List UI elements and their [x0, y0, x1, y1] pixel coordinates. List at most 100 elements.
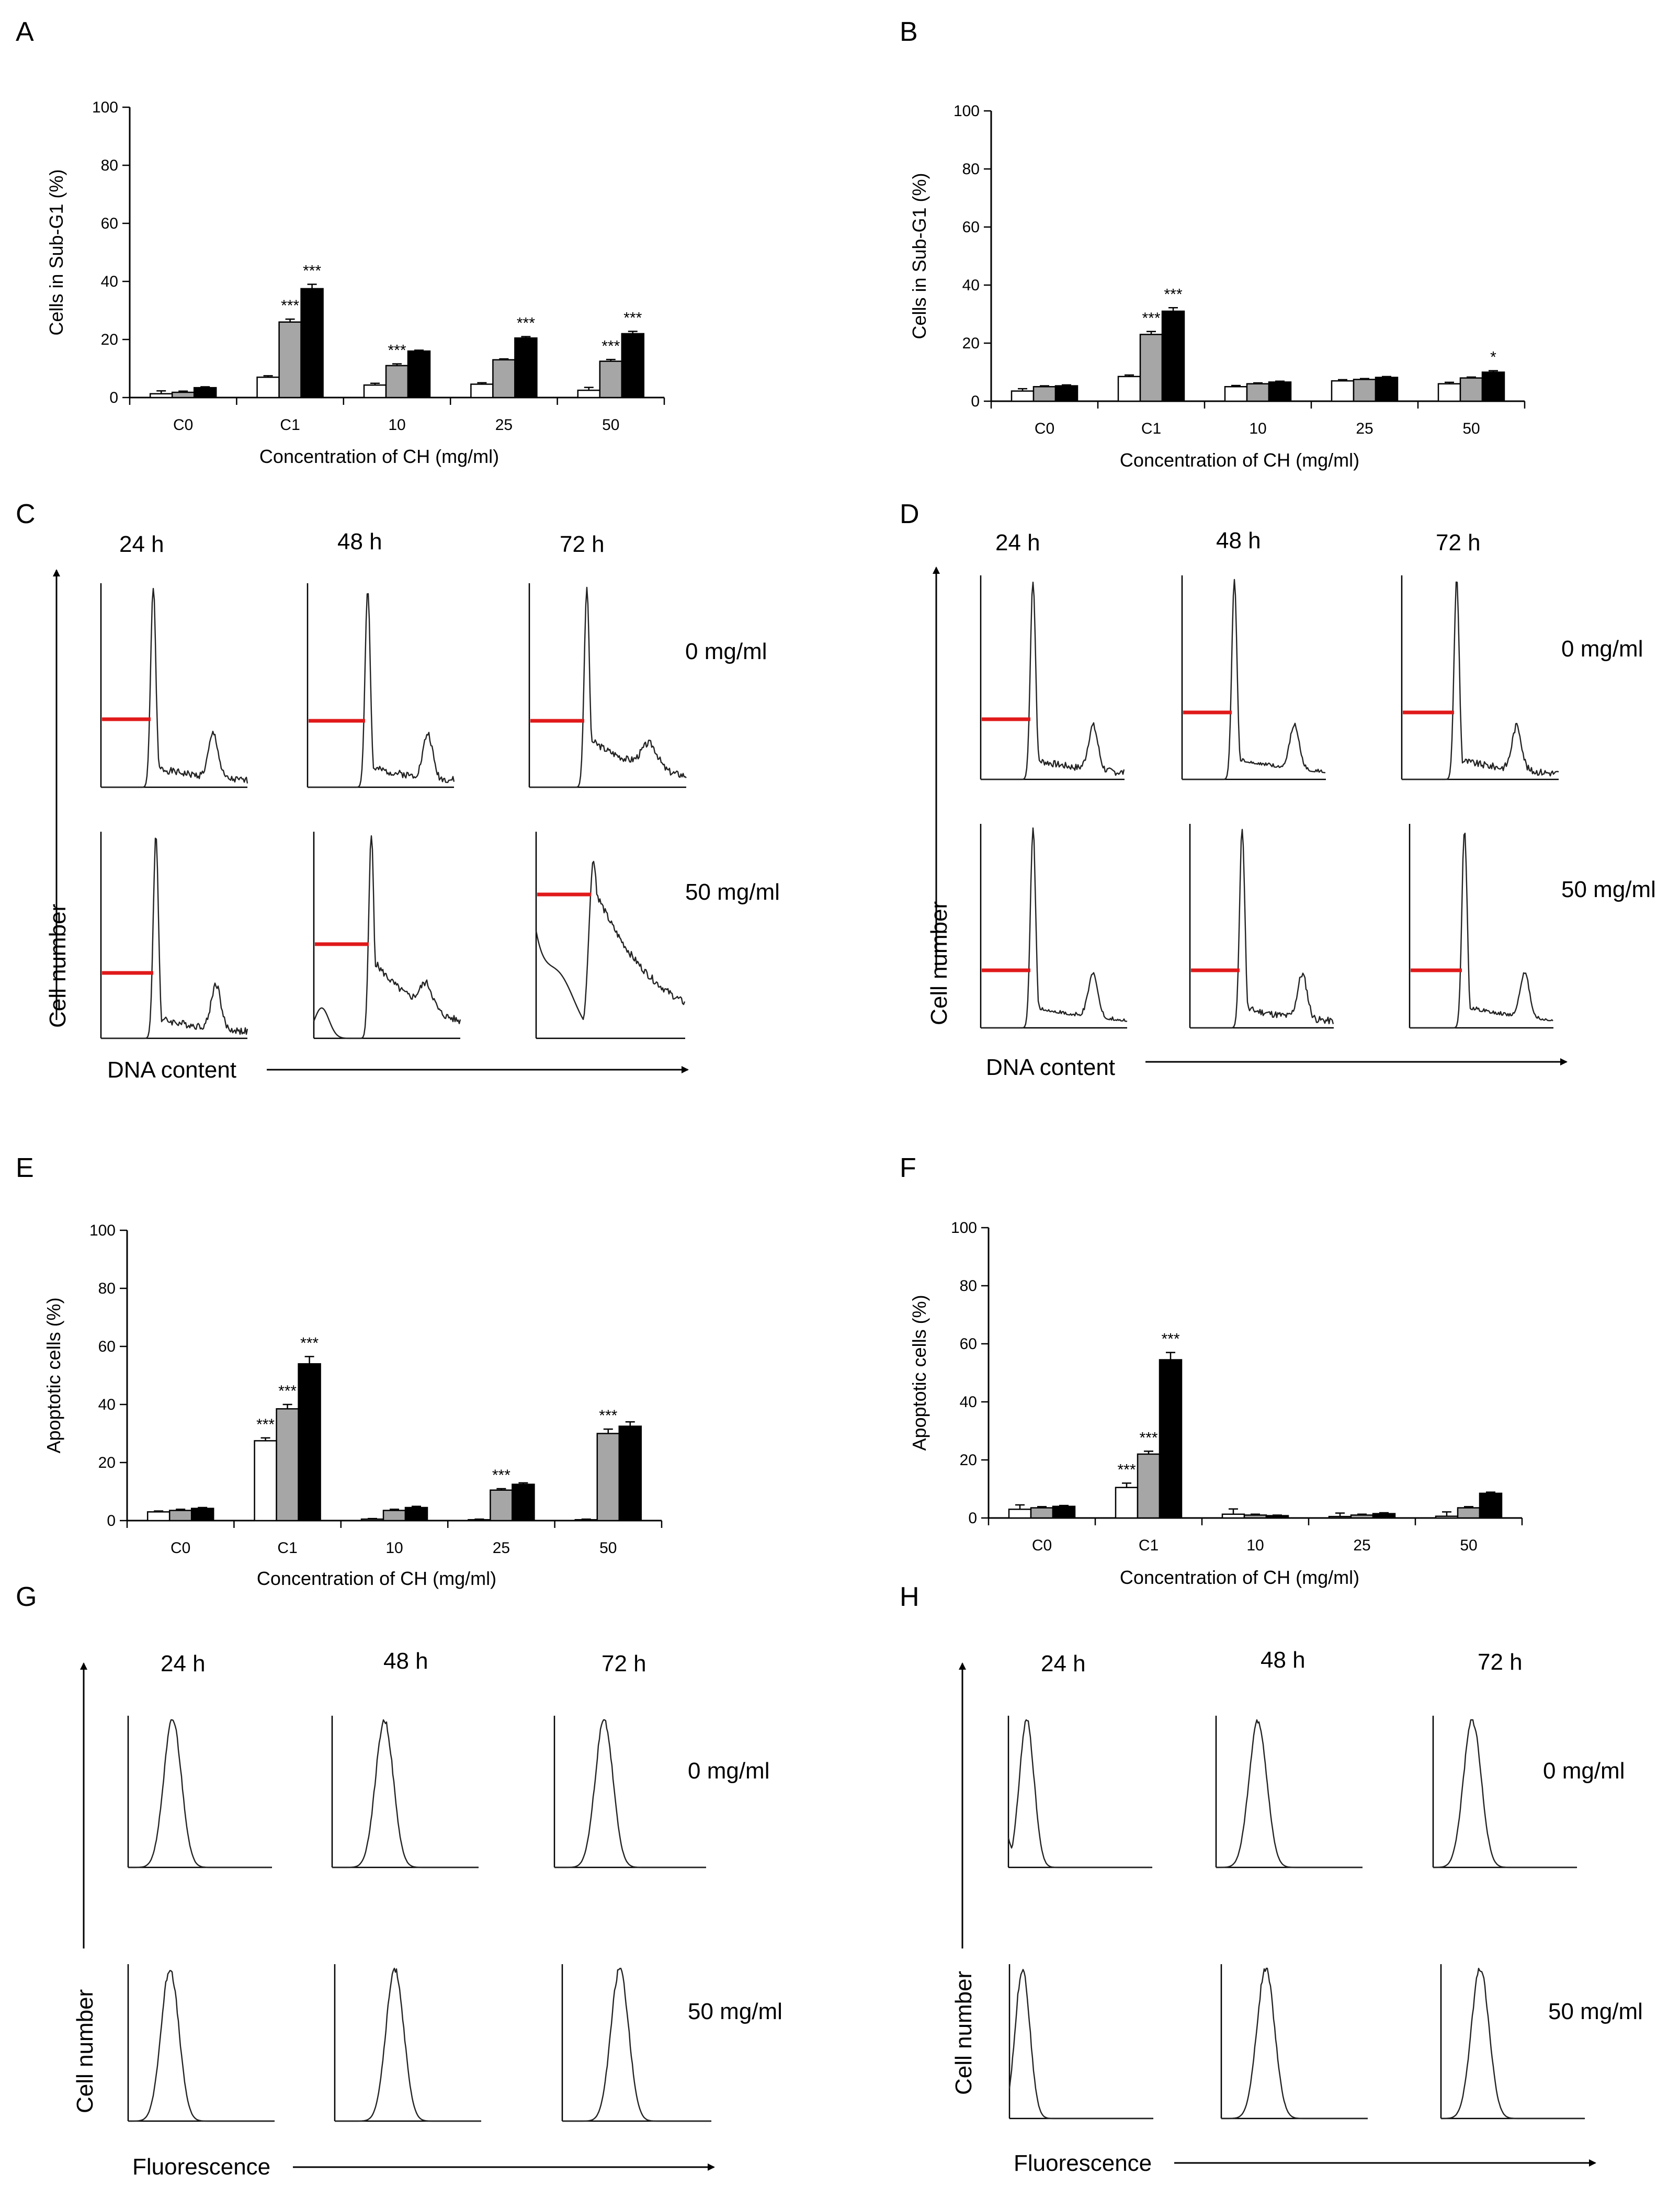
bar	[1054, 385, 1079, 402]
bar	[1161, 310, 1185, 402]
fluorescence-histogram	[331, 1716, 479, 1868]
y-axis-title: Apoptotic cells (%)	[909, 1295, 930, 1451]
dna-histogram	[980, 575, 1125, 780]
bar	[1481, 371, 1505, 402]
x-tick-label: 25	[1356, 420, 1373, 437]
histogram-panel-c: 24 h 48 h 72 h 0 mg/ml 50 mg/ml Cell num…	[45, 529, 780, 1083]
hist-curve	[1433, 1719, 1576, 1868]
y-axis-title: Cells in Sub-G1 (%)	[46, 169, 67, 335]
significance-label: ***	[623, 309, 642, 326]
time-label-72h: 72 h	[560, 531, 605, 557]
time-label-24h: 24 h	[1041, 1651, 1086, 1676]
bar	[168, 1510, 192, 1522]
hist-curve	[128, 1969, 275, 2122]
significance-label: ***	[1161, 1331, 1179, 1348]
hist-curve	[128, 1719, 271, 1868]
panel-letter-h: H	[900, 1582, 920, 1612]
bar	[514, 337, 538, 399]
y-axis-title: Cell number	[72, 1989, 98, 2113]
dna-histogram	[535, 832, 686, 1039]
y-tick-label: 40	[962, 277, 980, 294]
bar	[574, 1519, 598, 1522]
bar	[492, 359, 516, 399]
bar	[1435, 1515, 1459, 1519]
dna-histogram	[1409, 824, 1553, 1029]
bar	[596, 1433, 620, 1522]
fluorescence-histogram	[1008, 1964, 1153, 2120]
x-tick-label: C1	[1139, 1537, 1159, 1554]
bar	[1115, 1487, 1139, 1519]
bar	[146, 1511, 171, 1522]
significance-label: ***	[278, 1383, 297, 1400]
x-axis-title: Fluorescence	[1014, 2150, 1152, 2176]
bar	[599, 360, 623, 399]
hist-curve	[1402, 581, 1559, 780]
significance-label: *	[1490, 349, 1496, 366]
bar	[1328, 1515, 1352, 1519]
hist-curve	[313, 835, 461, 1039]
hist-curve	[1008, 1968, 1153, 2120]
hist-curve	[101, 837, 248, 1039]
panel-letter-g: G	[16, 1582, 37, 1612]
time-label-48h: 48 h	[383, 1648, 428, 1674]
y-tick-label: 20	[101, 331, 118, 348]
significance-label: ***	[1117, 1461, 1136, 1478]
bar	[298, 1363, 321, 1522]
bar	[382, 1510, 406, 1522]
hist-curve	[1221, 1967, 1368, 2120]
dna-histogram	[1189, 824, 1334, 1029]
bar	[1224, 386, 1248, 402]
y-tick-label: 20	[98, 1454, 116, 1471]
y-tick-label: 0	[107, 1512, 116, 1529]
y-tick-label: 80	[98, 1280, 116, 1297]
x-tick-label: C0	[171, 1539, 190, 1557]
hist-curve	[335, 1967, 481, 2122]
time-label-24h: 24 h	[995, 530, 1040, 556]
y-tick-label: 0	[971, 393, 980, 410]
x-tick-label: 25	[495, 416, 513, 434]
y-tick-label: 0	[968, 1510, 977, 1527]
bar	[1265, 1515, 1289, 1519]
hist-curve	[554, 1719, 706, 1868]
time-label-24h: 24 h	[119, 531, 164, 557]
x-axis-title: DNA content	[107, 1057, 236, 1083]
dose-label-0: 0 mg/ml	[1543, 1758, 1625, 1784]
dna-histogram	[528, 583, 687, 788]
bar	[1052, 1505, 1076, 1519]
time-label-72h: 72 h	[1436, 530, 1481, 556]
dose-label-50: 50 mg/ml	[688, 1999, 782, 2024]
bar	[577, 389, 601, 399]
x-tick-label: 10	[385, 1539, 403, 1557]
bar	[171, 391, 195, 399]
hist-curve	[981, 827, 1128, 1029]
fluorescence-histogram	[553, 1716, 706, 1868]
hist-curve	[529, 586, 687, 788]
time-label-48h: 48 h	[1216, 528, 1261, 553]
y-tick-label: 0	[109, 389, 118, 406]
dose-label-50: 50 mg/ml	[1548, 1999, 1643, 2024]
bar	[360, 1518, 384, 1522]
y-tick-label: 100	[951, 1219, 977, 1237]
time-label-24h: 24 h	[161, 1651, 206, 1676]
dose-label-0: 0 mg/ml	[1561, 636, 1643, 662]
x-axis-title: DNA content	[986, 1055, 1115, 1080]
y-tick-label: 60	[101, 215, 118, 232]
fluorescence-histogram	[561, 1964, 711, 2122]
bar	[512, 1483, 535, 1522]
x-tick-label: 50	[1460, 1537, 1477, 1554]
bar	[468, 1519, 491, 1522]
bar	[1375, 377, 1399, 402]
x-axis-title: Concentration of CH (mg/ml)	[1120, 1567, 1359, 1588]
y-tick-label: 100	[953, 103, 980, 120]
bar	[190, 1508, 214, 1522]
x-tick-label: C1	[1141, 420, 1161, 437]
bar	[1331, 380, 1355, 402]
bar	[407, 350, 431, 399]
bar	[1221, 1513, 1245, 1519]
bar	[1437, 383, 1461, 402]
hist-curve	[981, 581, 1125, 780]
